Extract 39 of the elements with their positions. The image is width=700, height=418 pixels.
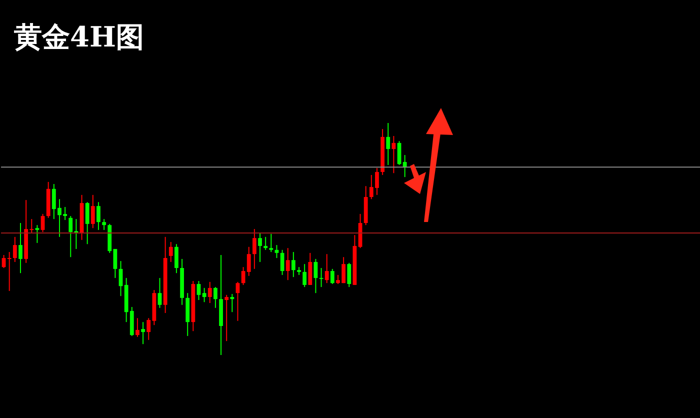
candlestick [291, 251, 296, 278]
candlestick [224, 294, 229, 342]
candlestick [90, 194, 95, 229]
candlestick [302, 264, 307, 288]
candlestick [314, 258, 318, 294]
candlestick [141, 322, 145, 345]
candlestick [85, 202, 90, 245]
candlestick [264, 236, 268, 250]
candlestick [386, 122, 390, 166]
candlestick [324, 254, 329, 284]
candlestick [12, 236, 17, 262]
candlestick [208, 281, 212, 304]
candlestick [392, 135, 396, 174]
candlestick [319, 268, 324, 288]
candlestick [168, 242, 173, 262]
candlestick [286, 248, 290, 281]
candlestick [202, 287, 206, 303]
candlestick [174, 244, 178, 274]
candlestick [136, 318, 140, 338]
candlestick [196, 280, 201, 301]
candlestick [330, 268, 334, 285]
candlestick [158, 277, 162, 308]
candlestick [236, 281, 240, 322]
candlestick [269, 233, 274, 252]
candlestick [252, 228, 256, 270]
candlestick [308, 252, 312, 286]
candlestick [347, 262, 352, 288]
candlestick [18, 222, 22, 274]
chart-title: 黄金4H图 [13, 20, 144, 54]
candlestick [230, 293, 234, 313]
candlestick [213, 286, 218, 308]
candlestick [402, 154, 407, 178]
candlestick [7, 251, 12, 292]
candlestick [246, 246, 251, 276]
candlestick [40, 213, 45, 233]
candlestick [258, 232, 262, 262]
candlestick [96, 202, 100, 230]
candlestick [35, 224, 40, 244]
candlestick [102, 218, 106, 230]
